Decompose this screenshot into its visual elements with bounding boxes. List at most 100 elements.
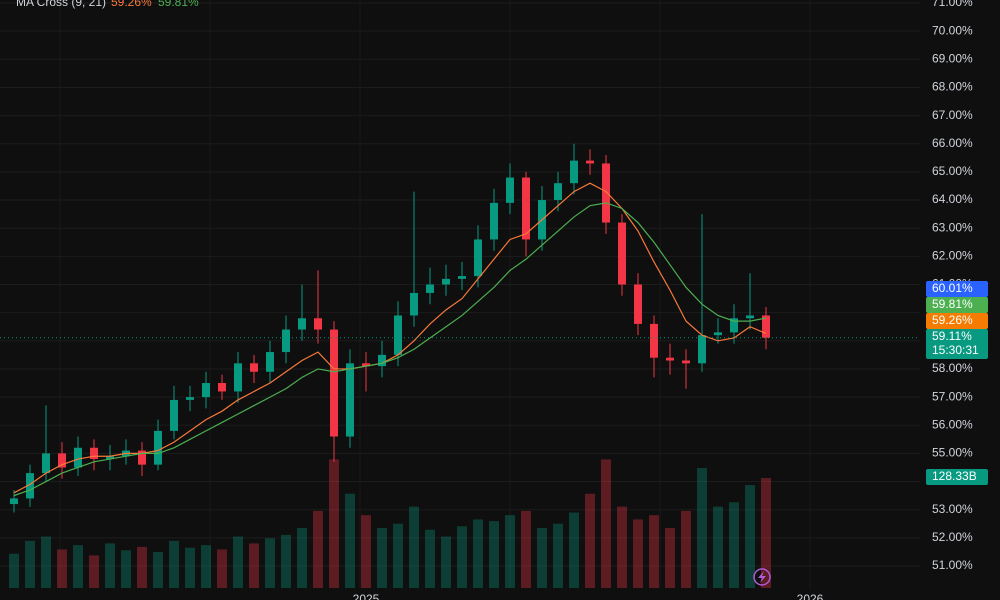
alert-icon[interactable] bbox=[753, 568, 771, 586]
volume-bar bbox=[121, 550, 131, 588]
candle-body bbox=[602, 163, 610, 223]
candle-body bbox=[10, 498, 18, 505]
volume-bar bbox=[489, 521, 499, 588]
volume-bar bbox=[457, 526, 467, 588]
volume-bar bbox=[185, 547, 195, 588]
volume-bar bbox=[681, 510, 691, 588]
volume-bar bbox=[345, 493, 355, 588]
volume-badge bbox=[926, 469, 988, 485]
candle-body bbox=[378, 354, 386, 367]
candle-body bbox=[458, 276, 466, 279]
volume-bar bbox=[249, 543, 259, 588]
candle-body bbox=[74, 447, 82, 468]
candle-body bbox=[186, 397, 194, 400]
candle-body bbox=[362, 363, 370, 367]
candle-body bbox=[634, 284, 642, 324]
candle-body bbox=[730, 318, 738, 333]
y-tick-label: 64.00% bbox=[932, 192, 973, 206]
candle-body bbox=[282, 329, 290, 353]
candle-body bbox=[474, 239, 482, 277]
volume-bar bbox=[713, 506, 723, 588]
y-tick-label: 65.00% bbox=[932, 164, 973, 178]
price-badge-label: 59.11% bbox=[932, 329, 972, 343]
volume-bar bbox=[553, 523, 563, 588]
volume-bar bbox=[329, 459, 339, 588]
y-tick-label: 70.00% bbox=[932, 23, 973, 37]
y-tick-label: 53.00% bbox=[932, 502, 973, 516]
volume-bar bbox=[585, 493, 595, 588]
candle-body bbox=[42, 453, 50, 474]
volume-bar bbox=[729, 502, 739, 588]
volume-bar bbox=[89, 555, 99, 588]
x-tick-label: 2025 bbox=[353, 592, 380, 600]
candle-body bbox=[154, 430, 162, 465]
volume-bar bbox=[281, 534, 291, 588]
volume-bar bbox=[265, 538, 275, 588]
candle-body bbox=[746, 315, 754, 319]
volume-bar bbox=[601, 459, 611, 588]
candle-body bbox=[298, 318, 306, 330]
volume-bar bbox=[169, 540, 179, 588]
volume-bar bbox=[41, 536, 51, 588]
y-tick-label: 69.00% bbox=[932, 51, 973, 65]
candle-body bbox=[234, 363, 242, 392]
legend-fast: 59.26% bbox=[111, 0, 152, 9]
volume-bar bbox=[649, 515, 659, 588]
y-tick-label: 58.00% bbox=[932, 361, 973, 375]
candle-body bbox=[762, 315, 770, 338]
volume-bar bbox=[697, 468, 707, 588]
candle-body bbox=[714, 332, 722, 336]
candle-body bbox=[442, 278, 450, 285]
volume-bar bbox=[137, 546, 147, 588]
candle-body bbox=[570, 160, 578, 184]
candle-body bbox=[250, 363, 258, 372]
candle-body bbox=[346, 363, 354, 437]
candle-body bbox=[26, 473, 34, 499]
price-badge-label: 59.26% bbox=[932, 313, 973, 327]
y-tick-label: 51.00% bbox=[932, 558, 973, 572]
volume-bar bbox=[201, 545, 211, 588]
candle-body bbox=[90, 447, 98, 460]
price-badge bbox=[926, 329, 988, 359]
volume-bar bbox=[217, 549, 227, 588]
volume-bar bbox=[569, 512, 579, 588]
volume-bar bbox=[473, 519, 483, 588]
candle-body bbox=[170, 399, 178, 431]
candle-body bbox=[586, 160, 594, 164]
y-tick-label: 66.00% bbox=[932, 136, 973, 150]
candle-body bbox=[506, 177, 514, 203]
price-badge bbox=[926, 297, 988, 313]
y-tick-label: 63.00% bbox=[932, 220, 973, 234]
legend-title: MA Cross (9, 21) bbox=[16, 0, 106, 9]
volume-bar bbox=[25, 540, 35, 588]
candle-body bbox=[218, 383, 226, 392]
price-badge bbox=[926, 281, 988, 297]
volume-bar bbox=[537, 528, 547, 588]
candle-body bbox=[698, 335, 706, 364]
ma-line bbox=[13, 202, 767, 497]
candle-body bbox=[330, 329, 338, 437]
volume-bar bbox=[633, 519, 643, 588]
volume-bar bbox=[409, 506, 419, 588]
volume-badge-label: 128.33B bbox=[932, 469, 977, 483]
price-badge-label: 60.01% bbox=[932, 281, 973, 295]
volume-bar bbox=[105, 543, 115, 588]
volume-bar bbox=[153, 552, 163, 588]
candle-body bbox=[682, 360, 690, 364]
candle-body bbox=[394, 315, 402, 355]
y-tick-label: 52.00% bbox=[932, 530, 973, 544]
y-tick-label: 55.00% bbox=[932, 446, 973, 460]
price-badge-label: 59.81% bbox=[932, 297, 973, 311]
volume-bar bbox=[393, 523, 403, 588]
y-tick-label: 71.00% bbox=[932, 0, 973, 9]
y-tick-label: 62.00% bbox=[932, 249, 973, 263]
volume-bar bbox=[761, 478, 771, 588]
volume-bar bbox=[361, 515, 371, 588]
volume-bar bbox=[745, 485, 755, 588]
candle-body bbox=[202, 383, 210, 398]
legend-slow: 59.81% bbox=[158, 0, 199, 9]
candle-body bbox=[410, 292, 418, 316]
candle-body bbox=[314, 318, 322, 330]
